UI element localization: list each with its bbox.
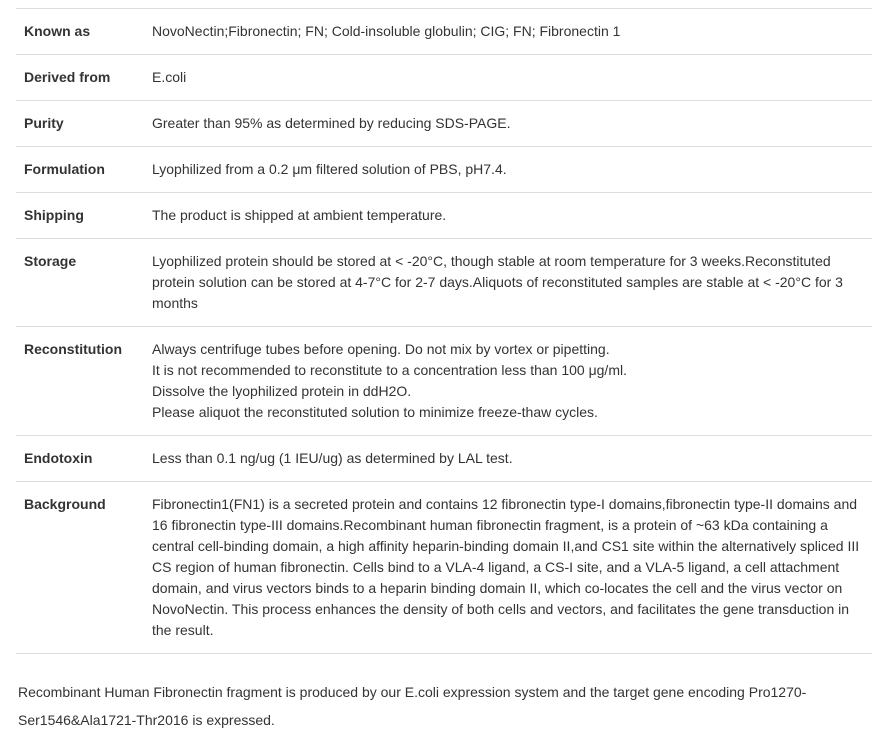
row-reconstitution: Reconstitution Always centrifuge tubes b… (16, 327, 872, 436)
row-shipping: Shipping The product is shipped at ambie… (16, 193, 872, 239)
value-endotoxin: Less than 0.1 ng/ug (1 IEU/ug) as determ… (144, 436, 872, 482)
reconstitution-line-1: Always centrifuge tubes before opening. … (152, 339, 864, 360)
label-shipping: Shipping (16, 193, 144, 239)
value-purity: Greater than 95% as determined by reduci… (144, 101, 872, 147)
reconstitution-line-3: Dissolve the lyophilized protein in ddH2… (152, 381, 864, 402)
reconstitution-line-2: It is not recommended to reconstitute to… (152, 360, 864, 381)
row-derived-from: Derived from E.coli (16, 55, 872, 101)
label-endotoxin: Endotoxin (16, 436, 144, 482)
row-storage: Storage Lyophilized protein should be st… (16, 239, 872, 327)
label-derived-from: Derived from (16, 55, 144, 101)
label-reconstitution: Reconstitution (16, 327, 144, 436)
footer-description: Recombinant Human Fibronectin fragment i… (16, 678, 872, 734)
row-endotoxin: Endotoxin Less than 0.1 ng/ug (1 IEU/ug)… (16, 436, 872, 482)
row-purity: Purity Greater than 95% as determined by… (16, 101, 872, 147)
label-formulation: Formulation (16, 147, 144, 193)
label-purity: Purity (16, 101, 144, 147)
product-spec-container: Known as NovoNectin;Fibronectin; FN; Col… (0, 0, 888, 754)
value-background: Fibronectin1(FN1) is a secreted protein … (144, 482, 872, 654)
row-known-as: Known as NovoNectin;Fibronectin; FN; Col… (16, 9, 872, 55)
label-storage: Storage (16, 239, 144, 327)
row-background: Background Fibronectin1(FN1) is a secret… (16, 482, 872, 654)
value-reconstitution: Always centrifuge tubes before opening. … (144, 327, 872, 436)
label-background: Background (16, 482, 144, 654)
value-shipping: The product is shipped at ambient temper… (144, 193, 872, 239)
value-storage: Lyophilized protein should be stored at … (144, 239, 872, 327)
row-formulation: Formulation Lyophilized from a 0.2 μm fi… (16, 147, 872, 193)
value-formulation: Lyophilized from a 0.2 μm filtered solut… (144, 147, 872, 193)
value-derived-from: E.coli (144, 55, 872, 101)
reconstitution-line-4: Please aliquot the reconstituted solutio… (152, 402, 864, 423)
value-known-as: NovoNectin;Fibronectin; FN; Cold-insolub… (144, 9, 872, 55)
label-known-as: Known as (16, 9, 144, 55)
spec-table: Known as NovoNectin;Fibronectin; FN; Col… (16, 8, 872, 654)
